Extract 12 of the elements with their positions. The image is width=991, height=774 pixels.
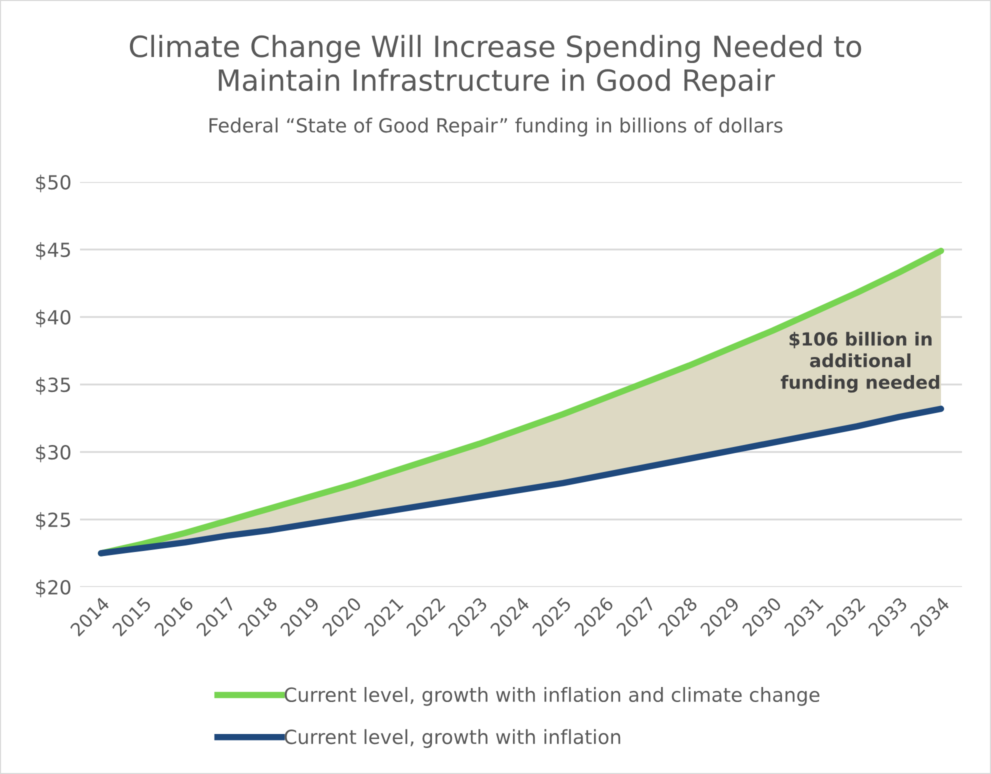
- y-tick-label: $40: [36, 310, 70, 328]
- y-tick-label: $50: [36, 174, 70, 192]
- y-tick-label: $20: [36, 580, 70, 598]
- chart-title: Climate Change Will Increase Spending Needed to Maintain Infrastructure in Good Repair: [130, 34, 862, 97]
- y-tick-label: $25: [36, 512, 70, 530]
- legend-label: Current level, growth with inflation: [284, 729, 620, 748]
- annotation: $106 billion in additional funding needed: [780, 332, 940, 393]
- legend-label: Current level, growth with inflation and climate change: [284, 687, 820, 706]
- chart-subtitle: Federal “State of Good Repair” funding in billions of dollars: [210, 118, 782, 136]
- y-tick-label: $45: [36, 242, 70, 260]
- y-tick-label: $35: [36, 377, 70, 395]
- y-tick-label: $30: [36, 444, 70, 462]
